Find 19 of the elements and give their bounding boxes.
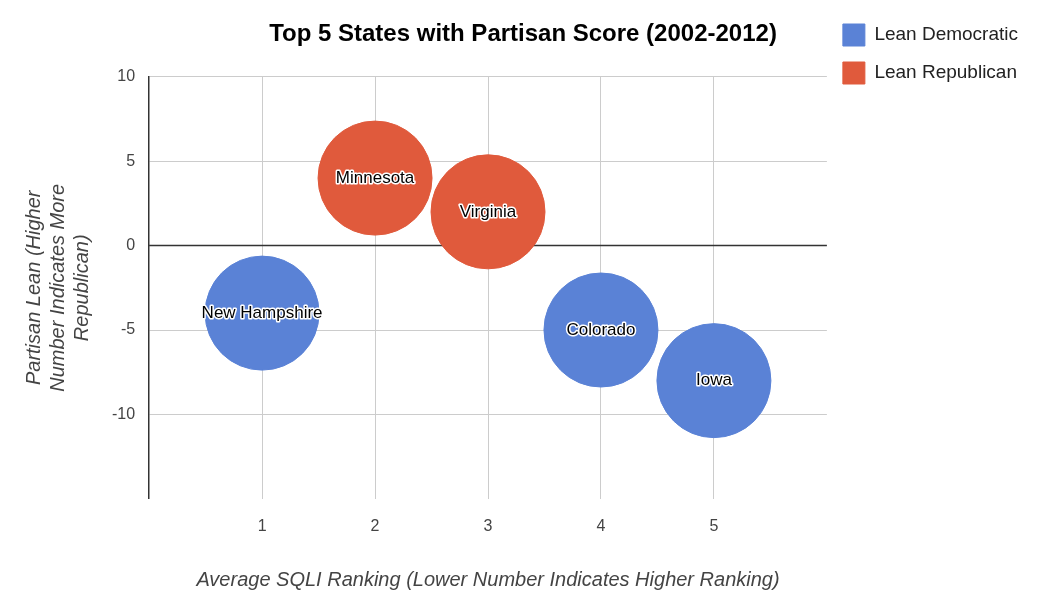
y-tick-label: 10 [117, 67, 136, 85]
x-tick-label: 1 [257, 516, 267, 534]
y-tick-label: -5 [120, 320, 136, 338]
y-tick-label: -10 [112, 404, 136, 422]
data-label: Colorado [566, 319, 636, 339]
x-tick-label: 2 [370, 516, 380, 534]
data-label: Minnesota [335, 167, 415, 187]
y-tick-label: 0 [126, 236, 136, 254]
y-axis-title: Partisan Lean (Higher Number Indicates More Republican) [21, 183, 92, 392]
data-label: Iowa [695, 370, 733, 390]
x-axis-title: Average SQLI Ranking (Lower Number Indicates Higher Ranking) [195, 567, 780, 590]
y-tick-label: 5 [126, 151, 136, 169]
x-tick-label: 3 [483, 516, 493, 534]
data-label: Virginia [459, 201, 517, 221]
legend-label: Lean Democratic [874, 23, 1018, 45]
x-tick-label: 4 [596, 516, 606, 534]
chart-title: Top 5 States with Partisan Score (2002-2012) [269, 19, 777, 47]
legend-label: Lean Republican [874, 61, 1017, 83]
x-tick-label: 5 [709, 516, 719, 534]
